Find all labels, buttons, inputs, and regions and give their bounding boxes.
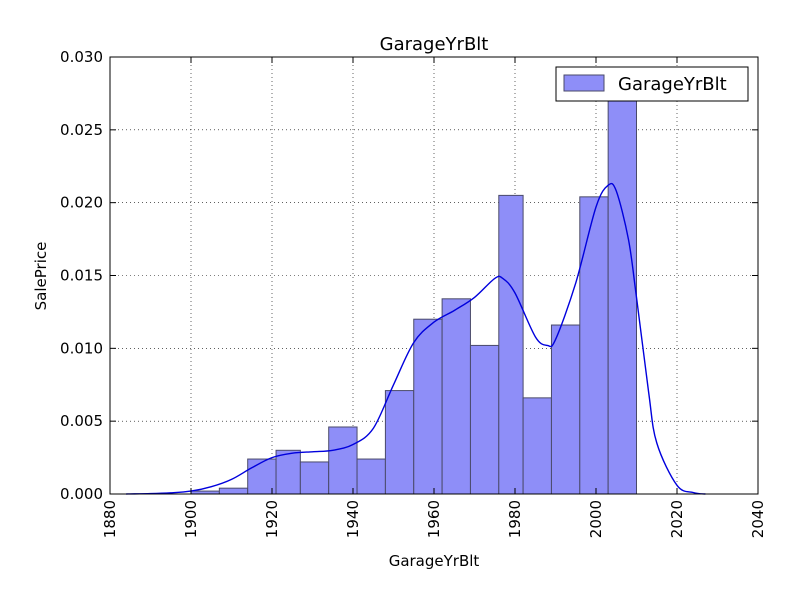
- y-tick-label: 0.000: [60, 485, 103, 503]
- histogram-bar: [275, 449, 301, 495]
- legend-box: [555, 66, 749, 102]
- histogram-bar: [299, 461, 330, 495]
- histogram-bars: [190, 100, 638, 495]
- histogram-bar: [550, 324, 581, 495]
- histogram-bar: [607, 100, 638, 495]
- y-tick-labels: 0.000 0.005 0.010 0.015 0.020 0.025 0.030: [60, 48, 103, 503]
- x-tick-label: 1920: [263, 500, 281, 538]
- y-tick-label: 0.025: [60, 121, 103, 139]
- x-tick-label: 1940: [344, 500, 362, 538]
- histogram-bar: [384, 390, 415, 495]
- x-tick-label: 2020: [668, 500, 686, 538]
- legend-swatch: [563, 74, 605, 92]
- histogram-bar: [498, 194, 524, 495]
- histogram-bar: [413, 318, 443, 495]
- histogram-bar: [218, 487, 249, 495]
- x-tick-labels: 1880 1900 1920 1940 1960 1980 2000 2020 2040: [101, 500, 767, 538]
- x-tick-label: 2040: [749, 500, 767, 538]
- y-tick-label: 0.005: [60, 412, 103, 430]
- histogram-bar: [441, 298, 471, 495]
- x-axis-label: GarageYrBlt: [389, 552, 480, 570]
- y-tick-label: 0.020: [60, 194, 103, 212]
- histogram-bar: [522, 397, 552, 495]
- legend-entry-label: GarageYrBlt: [618, 74, 727, 95]
- chart-title: GarageYrBlt: [380, 34, 489, 55]
- histogram-bar: [579, 196, 609, 495]
- y-axis-label: SalePrice: [32, 242, 50, 311]
- axis-ticks: [109, 56, 759, 495]
- y-tick-label: 0.010: [60, 339, 103, 357]
- x-tick-label: 1980: [506, 500, 524, 538]
- kde-curve: [126, 182, 706, 495]
- y-tick-label: 0.015: [60, 267, 103, 285]
- legend: GarageYrBlt: [555, 66, 749, 102]
- x-tick-label: 1960: [425, 500, 443, 538]
- x-tick-label: 1900: [182, 500, 200, 538]
- y-tick-label: 0.030: [60, 48, 103, 66]
- x-tick-label: 2000: [587, 500, 605, 538]
- histogram-bar: [328, 426, 358, 495]
- histogram-bar: [469, 344, 500, 495]
- x-tick-label: 1880: [101, 500, 119, 538]
- histogram-bar: [356, 458, 386, 495]
